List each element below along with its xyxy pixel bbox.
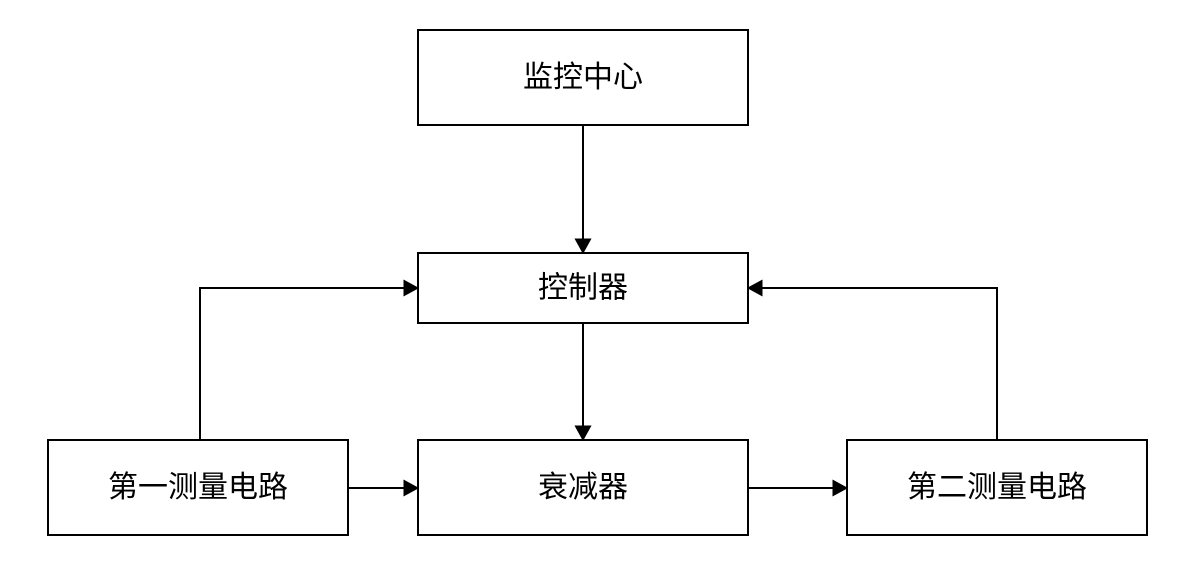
arrowhead-e4 (833, 480, 847, 495)
node-attenuator: 衰减器 (418, 440, 748, 535)
arrowhead-e1 (575, 239, 590, 253)
arrowhead-e5 (404, 280, 418, 295)
node-label-circuit1: 第一测量电路 (108, 471, 288, 504)
arrowhead-e2 (575, 426, 590, 440)
node-monitor: 监控中心 (418, 30, 748, 125)
arrowhead-e6 (748, 280, 762, 295)
arrowhead-e3 (404, 480, 418, 495)
node-label-monitor: 监控中心 (523, 61, 643, 94)
node-label-controller: 控制器 (538, 272, 628, 305)
flowchart-canvas: 监控中心控制器第一测量电路 衰减器 第二测量电路 (0, 0, 1195, 584)
node-controller: 控制器 (418, 253, 748, 323)
node-label-circuit2: 第二测量电路 (907, 471, 1087, 504)
edge-e6 (762, 288, 997, 440)
node-circuit2: 第二测量电路 (847, 440, 1147, 535)
node-label-attenuator: 衰减器 (538, 471, 628, 504)
edge-e5 (200, 288, 404, 440)
node-circuit1: 第一测量电路 (48, 440, 348, 535)
